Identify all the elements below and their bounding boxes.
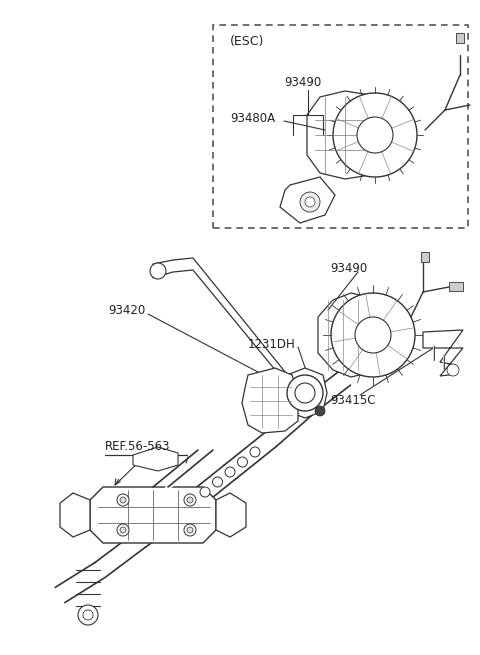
Text: 93480A: 93480A — [230, 111, 275, 124]
Circle shape — [184, 524, 196, 536]
Circle shape — [117, 494, 129, 506]
Circle shape — [187, 527, 193, 533]
Text: 93415C: 93415C — [330, 394, 375, 407]
Polygon shape — [90, 487, 216, 543]
Polygon shape — [133, 447, 178, 471]
Circle shape — [225, 467, 235, 477]
Circle shape — [300, 192, 320, 212]
Polygon shape — [456, 33, 464, 43]
Text: 93490: 93490 — [330, 261, 367, 274]
Polygon shape — [307, 91, 370, 179]
Text: (ESC): (ESC) — [230, 35, 264, 48]
Polygon shape — [423, 330, 463, 376]
Circle shape — [117, 524, 129, 536]
Circle shape — [120, 497, 126, 503]
Polygon shape — [153, 258, 290, 388]
Polygon shape — [283, 368, 327, 418]
Circle shape — [83, 610, 93, 620]
Circle shape — [287, 375, 323, 411]
Circle shape — [305, 197, 315, 207]
Polygon shape — [421, 252, 429, 262]
Circle shape — [250, 447, 260, 457]
Bar — [213, 25, 468, 228]
Polygon shape — [242, 368, 298, 433]
Circle shape — [200, 487, 210, 497]
Circle shape — [333, 93, 417, 177]
Circle shape — [295, 383, 315, 403]
Polygon shape — [318, 293, 368, 377]
Text: REF.56-563: REF.56-563 — [105, 441, 170, 453]
Circle shape — [331, 293, 415, 377]
Circle shape — [187, 497, 193, 503]
Circle shape — [150, 263, 166, 279]
Text: 1231DH: 1231DH — [248, 339, 296, 352]
Circle shape — [213, 477, 223, 487]
Circle shape — [447, 364, 459, 376]
Text: 93420: 93420 — [108, 303, 145, 316]
Polygon shape — [449, 282, 463, 291]
Circle shape — [357, 117, 393, 153]
Circle shape — [238, 457, 248, 467]
Polygon shape — [216, 493, 246, 537]
Circle shape — [184, 494, 196, 506]
Text: 93490: 93490 — [284, 75, 321, 88]
Circle shape — [355, 317, 391, 353]
Circle shape — [78, 605, 98, 625]
Polygon shape — [60, 493, 90, 537]
Circle shape — [315, 406, 325, 416]
Polygon shape — [280, 177, 335, 223]
Circle shape — [120, 527, 126, 533]
